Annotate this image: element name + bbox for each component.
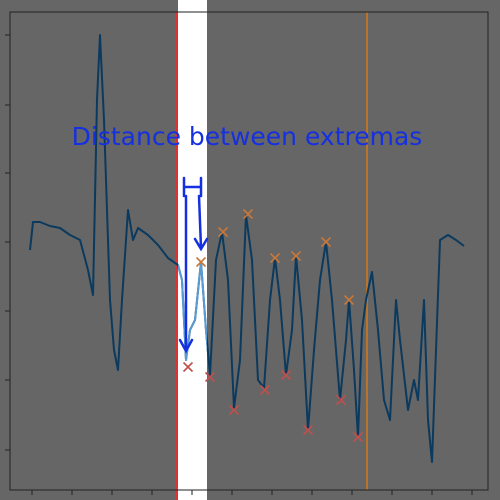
maximum-marker xyxy=(195,256,207,268)
minimum-marker xyxy=(302,424,314,436)
arrow-down-right xyxy=(193,194,209,252)
maximum-marker xyxy=(269,252,281,264)
maximum-marker xyxy=(343,294,355,306)
minimum-marker xyxy=(204,371,216,383)
minimum-marker xyxy=(352,431,364,443)
minimum-marker xyxy=(259,384,271,396)
annotation-arrow xyxy=(178,176,209,354)
maximum-marker xyxy=(290,250,302,262)
minimum-marker xyxy=(182,361,194,373)
annotation: Distance between extremas xyxy=(72,122,423,151)
maximum-marker xyxy=(217,226,229,238)
maximum-marker xyxy=(242,208,254,220)
bracket xyxy=(182,176,203,198)
minimum-marker xyxy=(280,369,292,381)
plot-frame xyxy=(9,11,489,491)
highlight-band xyxy=(178,0,207,500)
maximum-marker xyxy=(320,236,332,248)
minimum-marker xyxy=(228,404,240,416)
signal-line xyxy=(29,34,465,463)
arrow-down-left xyxy=(178,194,194,354)
minimum-marker xyxy=(335,394,347,406)
